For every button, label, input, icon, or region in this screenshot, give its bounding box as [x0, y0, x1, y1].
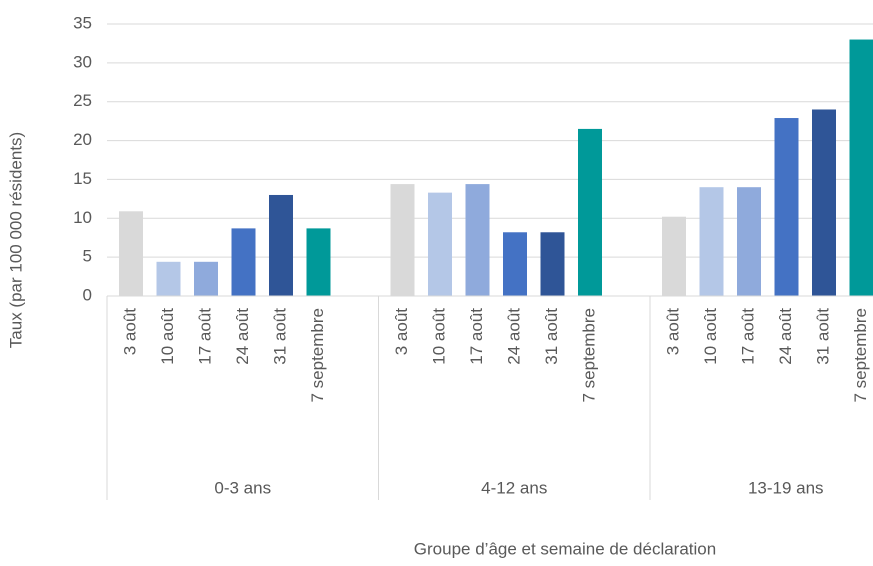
- x-tick-label: 31 août: [542, 308, 561, 365]
- x-tick-label: 31 août: [813, 308, 832, 365]
- bar: [156, 261, 181, 296]
- bar: [699, 187, 724, 296]
- bar: [306, 228, 331, 296]
- x-tick-label: 24 août: [776, 308, 795, 365]
- x-tick-label: 17 août: [738, 308, 757, 365]
- bar: [428, 192, 452, 296]
- group-label: 4-12 ans: [481, 478, 547, 497]
- bar: [774, 118, 799, 296]
- x-tick-label: 3 août: [120, 308, 139, 356]
- x-tick-label: 7 septembre: [851, 308, 870, 403]
- x-tick-label: 10 août: [701, 308, 720, 365]
- bar: [737, 187, 761, 296]
- x-tick-label: 24 août: [504, 308, 523, 365]
- y-tick-label: 15: [73, 169, 92, 188]
- bar: [578, 128, 602, 296]
- bar: [540, 232, 565, 296]
- group-label: 13-19 ans: [748, 478, 824, 497]
- x-axis-label: Groupe d’âge et semaine de déclaration: [414, 539, 716, 558]
- x-tick-label: 7 septembre: [579, 308, 598, 403]
- group-label: 0-3 ans: [214, 478, 271, 497]
- x-tick-label: 24 août: [233, 308, 252, 365]
- x-tick-label: 10 août: [158, 308, 177, 365]
- x-tick-label: 10 août: [429, 308, 448, 365]
- bar: [194, 261, 218, 296]
- bar: [231, 228, 256, 296]
- bar: [269, 194, 293, 296]
- bar: [465, 184, 490, 296]
- bar: [390, 184, 415, 296]
- x-tick-label: 3 août: [663, 308, 682, 356]
- y-axis-label: Taux (par 100 000 résidents): [6, 132, 25, 348]
- bar: [849, 39, 873, 297]
- x-tick-label: 3 août: [392, 308, 411, 356]
- y-tick-label: 5: [83, 247, 92, 266]
- x-tick-label: 7 septembre: [308, 308, 327, 403]
- bar: [503, 232, 527, 296]
- y-tick-label: 35: [73, 13, 92, 32]
- x-tick-label: 17 août: [195, 308, 214, 365]
- bar: [662, 216, 686, 296]
- bar: [119, 211, 143, 296]
- y-tick-label: 10: [73, 208, 92, 227]
- y-tick-label: 30: [73, 52, 92, 71]
- bar: [812, 109, 836, 296]
- x-tick-label: 17 août: [467, 308, 486, 365]
- y-tick-label: 20: [73, 130, 92, 149]
- y-tick-label: 0: [83, 285, 92, 304]
- x-tick-label: 31 août: [270, 308, 289, 365]
- y-tick-label: 25: [73, 91, 92, 110]
